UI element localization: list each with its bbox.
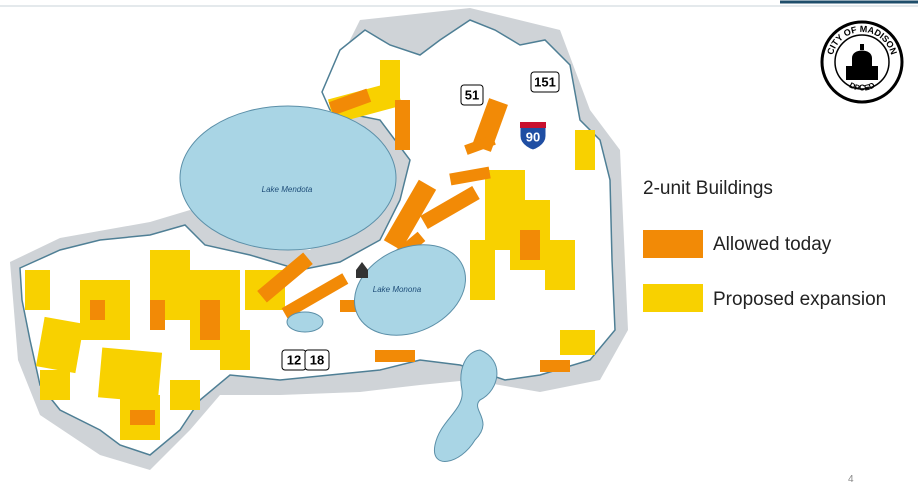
zoning-patch xyxy=(449,166,491,186)
zoning-patch xyxy=(575,130,595,170)
map: Lake Mendota Lake Monona 51 151 90 12 18 xyxy=(10,8,628,470)
lake-waubesa xyxy=(434,349,498,462)
interstate-shield-top xyxy=(520,122,546,128)
zoning-patch xyxy=(560,330,595,355)
legend-label: Proposed expansion xyxy=(713,289,886,310)
us-shield xyxy=(460,84,484,106)
capitol-icon xyxy=(356,262,368,278)
zoning-patch xyxy=(375,350,415,362)
lake-label: Lake Monona xyxy=(373,285,422,294)
logo-capitol xyxy=(846,44,878,80)
zoning-patch xyxy=(220,330,250,370)
zoning-patch xyxy=(130,410,155,425)
logo-bottom-text: DPCED xyxy=(848,81,877,93)
zoning-patch xyxy=(520,230,540,260)
zoning-patch xyxy=(90,300,105,320)
zoning-patch xyxy=(470,240,495,300)
zoning-patch xyxy=(200,300,220,340)
lake-mendota xyxy=(179,105,397,251)
zoning-patch xyxy=(328,88,372,116)
zoning-patch xyxy=(97,347,163,403)
logo-text: DPCED xyxy=(848,81,877,93)
interstate-shield xyxy=(519,121,547,151)
highway-label: 90 xyxy=(526,129,540,144)
legend-swatch xyxy=(643,230,703,258)
zoning-patch xyxy=(150,300,165,330)
zoning-patch xyxy=(257,252,313,303)
highway-label: 151 xyxy=(534,74,556,89)
legend-label: Allowed today xyxy=(713,234,832,255)
zoning-patch xyxy=(25,270,50,310)
us-shield xyxy=(304,349,330,371)
city-boundary xyxy=(19,19,616,456)
legend-swatch xyxy=(643,284,703,312)
zoning-patch xyxy=(281,273,349,319)
zoning-patches xyxy=(25,60,595,440)
legend-title: 2-unit Buildings xyxy=(643,178,773,199)
zoning-patch xyxy=(420,186,480,229)
lake-monona xyxy=(354,244,466,336)
highway-label: 12 xyxy=(287,352,301,367)
zoning-patch xyxy=(170,380,200,410)
lake-wingra xyxy=(286,311,324,333)
lake-label: Lake Mendota xyxy=(262,185,313,194)
logo: CITY OF MADISON DPCED xyxy=(820,20,904,104)
zoning-patch xyxy=(540,360,570,372)
highway-label: 51 xyxy=(465,87,479,102)
us-shield xyxy=(530,71,560,93)
zoning-patch xyxy=(464,135,496,155)
zoning-patch xyxy=(545,240,575,290)
zoning-patch xyxy=(383,179,437,251)
zoning-patch xyxy=(40,370,70,400)
zoning-patch xyxy=(395,100,410,150)
highway-label: 18 xyxy=(310,352,324,367)
page-number: 4 xyxy=(848,474,854,485)
zoning-patch xyxy=(380,60,400,100)
zoning-patch xyxy=(472,98,508,152)
zoning-patch xyxy=(35,316,85,374)
